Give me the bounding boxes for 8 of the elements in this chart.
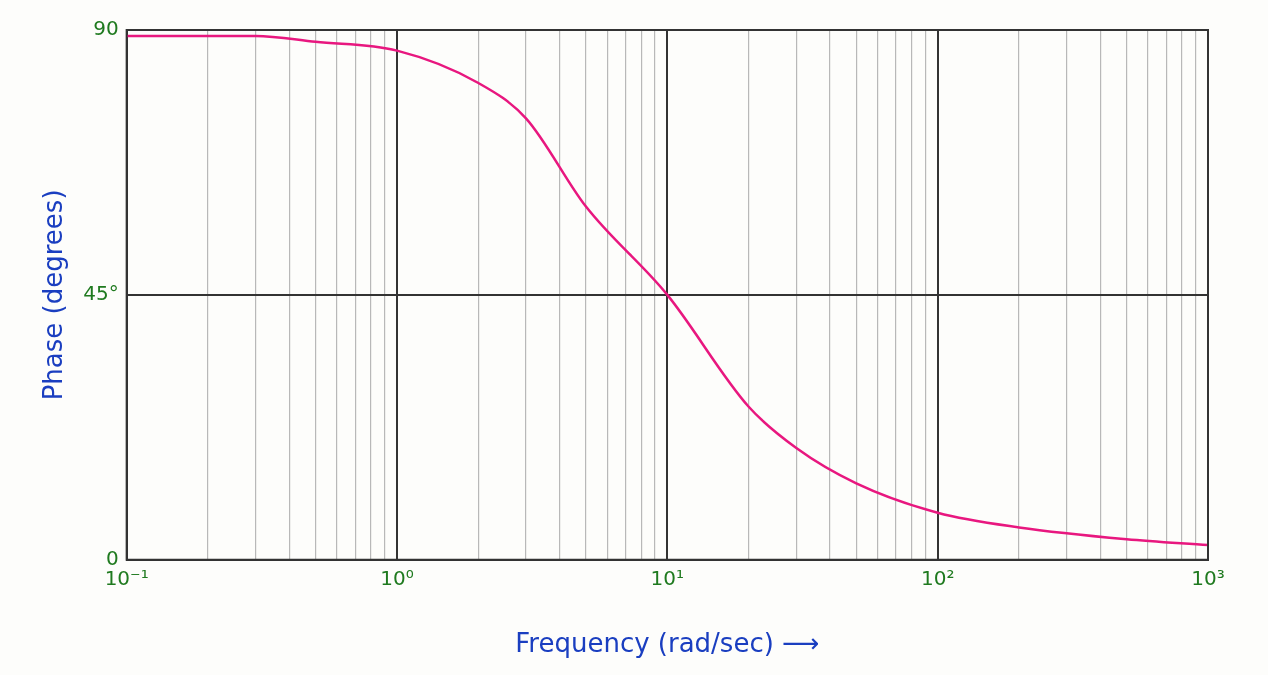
x-axis-title: Frequency (rad/sec) ⟶ xyxy=(515,628,820,659)
x-tick-label: 10⁰ xyxy=(380,566,414,590)
y-tick-label: 45° xyxy=(83,281,119,306)
x-tick-label: 10³ xyxy=(1191,566,1225,590)
x-tick-label: 10² xyxy=(920,566,955,590)
x-tick-label: 10¹ xyxy=(650,566,685,590)
y-axis-title: Phase (degrees) xyxy=(38,189,69,401)
y-tick-label: 90 xyxy=(93,16,119,41)
